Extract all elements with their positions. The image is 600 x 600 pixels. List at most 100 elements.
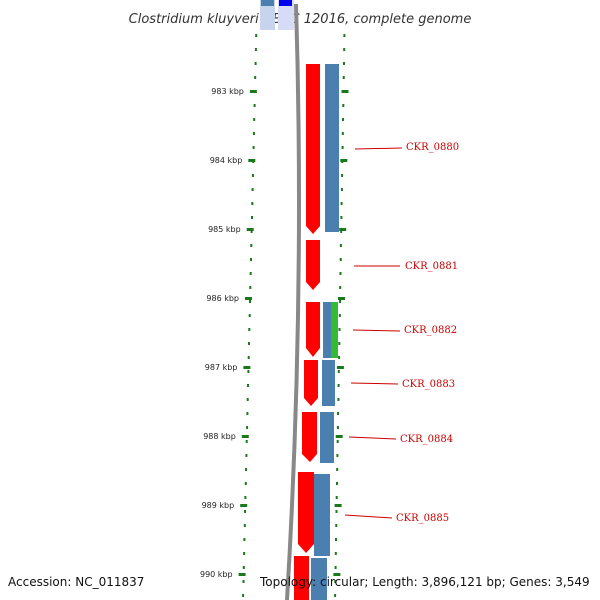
minor-tick xyxy=(339,300,341,303)
major-tick xyxy=(248,159,256,162)
minor-tick xyxy=(247,370,250,373)
minor-tick xyxy=(339,258,342,261)
minor-tick xyxy=(342,76,345,79)
minor-tick xyxy=(249,286,252,289)
minor-tick xyxy=(336,482,338,485)
minor-tick xyxy=(340,188,343,191)
minor-tick xyxy=(335,524,338,527)
minor-tick xyxy=(341,132,344,135)
gene-label: CKR_0884 xyxy=(400,434,453,445)
major-tick xyxy=(241,435,249,438)
gene-label: CKR_0885 xyxy=(396,513,449,524)
minor-tick xyxy=(248,314,251,317)
cds-arrow xyxy=(306,64,320,234)
tick-label: 986 kbp xyxy=(206,294,239,303)
minor-tick xyxy=(244,510,247,513)
minor-tick xyxy=(341,174,344,177)
minor-tick xyxy=(336,440,339,443)
cds-arrow xyxy=(304,360,318,406)
minor-tick xyxy=(254,76,257,79)
minor-tick xyxy=(342,118,344,121)
minor-tick xyxy=(255,34,258,37)
minor-tick xyxy=(339,286,342,289)
tick-label: 983 kbp xyxy=(211,87,244,96)
minor-tick xyxy=(337,398,340,401)
gene-labels: CKR_0880 CKR_0881 CKR_0882 CKR_0883 CKR_… xyxy=(344,142,459,524)
minor-tick xyxy=(339,244,342,247)
label-leader xyxy=(348,436,397,440)
map-title: Clostridium kluyveri NBRC 12016, complet… xyxy=(129,12,472,27)
tick-label: 988 kbp xyxy=(203,432,236,441)
label-leader xyxy=(344,514,393,519)
gene-label: CKR_0880 xyxy=(406,142,459,153)
minor-tick xyxy=(251,202,254,205)
cds-arrow xyxy=(302,412,317,462)
minor-tick xyxy=(245,468,248,471)
gene-label: CKR_0882 xyxy=(404,325,457,336)
minor-tick xyxy=(339,272,342,275)
minor-tick xyxy=(242,566,245,569)
minor-tick xyxy=(247,356,250,359)
accession-text: Accession: NC_011837 xyxy=(8,575,144,589)
top-partial-features xyxy=(260,0,294,30)
major-tick xyxy=(333,573,341,576)
minor-tick xyxy=(250,230,253,233)
minor-tick xyxy=(251,188,254,191)
major-tick xyxy=(338,297,345,300)
minor-tick xyxy=(336,454,339,457)
minor-tick xyxy=(335,496,338,499)
minor-tick xyxy=(336,426,339,429)
topology-text: Topology: circular; Length: 3,896,121 bp… xyxy=(259,575,590,589)
gene-bar xyxy=(311,558,327,600)
tick-label: 990 kbp xyxy=(200,570,233,579)
scale-tick-labels: 983 kbp 984 kbp 985 kbp 986 kbp 987 kbp 988 k… xyxy=(200,87,244,579)
major-tick xyxy=(249,90,257,93)
minor-tick xyxy=(246,426,249,429)
major-tick xyxy=(245,297,252,300)
gene-bar xyxy=(314,474,330,556)
tick-label: 984 kbp xyxy=(210,156,243,165)
minor-tick xyxy=(245,454,248,457)
major-tick xyxy=(340,159,348,162)
minor-tick xyxy=(248,328,251,331)
minor-tick xyxy=(337,412,340,415)
cds-track xyxy=(294,64,320,600)
scale-ticks-left xyxy=(238,34,258,597)
minor-tick xyxy=(251,174,254,177)
label-leader xyxy=(350,382,399,385)
tick-label: 985 kbp xyxy=(208,225,241,234)
label-leader xyxy=(354,147,403,150)
minor-tick xyxy=(253,104,256,107)
minor-tick xyxy=(246,398,249,401)
minor-tick xyxy=(337,370,340,373)
major-tick xyxy=(238,573,246,576)
cds-arrow xyxy=(294,556,309,600)
minor-tick xyxy=(338,314,341,317)
gene-bar xyxy=(322,360,335,406)
minor-tick xyxy=(335,538,337,541)
minor-tick xyxy=(249,272,252,275)
minor-tick xyxy=(343,48,346,51)
cds-arrow xyxy=(306,240,320,290)
minor-tick xyxy=(252,132,255,135)
minor-tick xyxy=(342,104,345,107)
minor-tick xyxy=(338,356,341,359)
minor-tick xyxy=(247,384,249,387)
minor-tick xyxy=(341,146,344,149)
minor-tick xyxy=(334,552,337,555)
minor-tick xyxy=(251,216,253,219)
minor-tick xyxy=(243,524,246,527)
minor-tick xyxy=(244,482,247,485)
minor-tick xyxy=(340,230,343,233)
minor-tick xyxy=(254,48,257,51)
minor-tick xyxy=(343,62,345,65)
minor-tick xyxy=(245,440,248,443)
minor-tick xyxy=(343,34,346,37)
backbone-arc xyxy=(285,3,301,600)
cds-arrow xyxy=(306,302,320,357)
minor-tick xyxy=(248,342,250,345)
minor-tick xyxy=(242,594,245,597)
label-leader xyxy=(352,329,401,332)
minor-tick xyxy=(334,594,337,597)
